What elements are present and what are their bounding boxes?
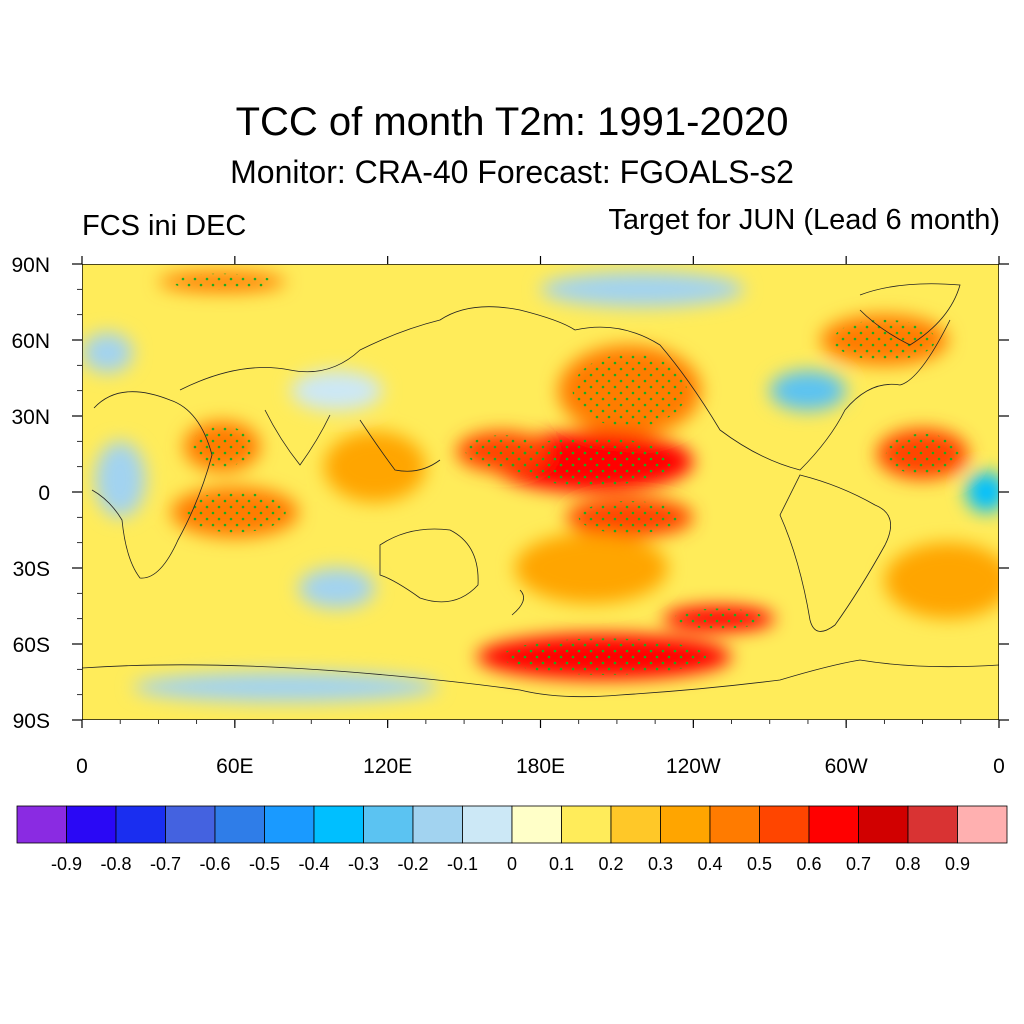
colorbar-label: -0.3 — [348, 854, 379, 874]
colorbar-label: -0.4 — [298, 854, 329, 874]
y-tick-label: 30N — [11, 406, 50, 429]
significance-stipple-west-pacific-north — [465, 435, 539, 468]
significance-stipple-eq-east-pacific — [578, 501, 681, 534]
y-tick-label: 60N — [11, 330, 50, 353]
region-east-atlantic-eq-neg — [965, 471, 999, 513]
significance-stipple-arctic-north — [171, 273, 274, 290]
colorbar-swatch — [858, 805, 909, 844]
colorbar-label: -0.9 — [51, 854, 82, 874]
colorbar-swatch — [313, 805, 364, 844]
region-asia-maritime — [323, 431, 426, 503]
coastline-africa — [91, 391, 213, 579]
x-tick-label: 120E — [363, 755, 412, 778]
colorbar-swatch — [115, 805, 166, 844]
x-tick-label: 0 — [993, 755, 1005, 778]
coastline-new-zealand — [511, 589, 524, 616]
y-tick-label: 30S — [13, 558, 50, 581]
coastlines — [82, 283, 999, 698]
significance-stipple-south-pacific-east — [673, 608, 764, 629]
significance-stipple-greenland — [833, 319, 936, 361]
colorbar-swatch — [66, 805, 117, 844]
colorbar-label: 0.9 — [945, 854, 970, 874]
significance-stipple-africa-east — [191, 426, 253, 467]
colorbar-swatch — [907, 805, 958, 844]
region-arctic-siberia-neg — [540, 271, 745, 308]
colorbar-swatch — [957, 805, 1008, 844]
region-south-pacific-mid — [515, 532, 668, 604]
significance-stipple-central-pacific-north — [509, 437, 673, 486]
x-tick-label: 60W — [825, 755, 868, 778]
coastline-south-america — [779, 474, 892, 632]
colorbar-label: 0.5 — [747, 854, 772, 874]
colorbar-swatch — [660, 805, 711, 844]
significance-stipple-north-pacific-positive — [572, 354, 687, 428]
chart-title: TCC of month T2m: 1991-2020 — [235, 100, 789, 144]
map-axes: 0 60E 120E 180E 120W 60W 0 90N 60N 30N 0 30S 60S 90S — [11, 254, 1009, 778]
region-south-indian-neg — [298, 568, 375, 609]
significance-stipple-southern-ocean-pacific — [502, 638, 707, 675]
coastline-australia — [379, 528, 479, 603]
colorbar-label: 0.3 — [648, 854, 673, 874]
colorbar-label: 0.6 — [796, 854, 821, 874]
colorbar-swatch — [610, 805, 661, 844]
target-label: Target for JUN (Lead 6 month) — [608, 204, 1000, 236]
colorbar: -0.9 -0.8 -0.7 -0.6 -0.5 -0.4 -0.3 -0.2 -0.1 0 0.1… — [16, 805, 1008, 874]
y-tick-label: 0 — [38, 482, 50, 505]
colorbar-swatch — [165, 805, 216, 844]
coastline-se-asia — [359, 419, 441, 472]
y-tick-label: 60S — [13, 634, 50, 657]
colorbar-swatch — [759, 805, 810, 844]
colorbar-label: 0.8 — [895, 854, 920, 874]
colorbar-label: -0.5 — [249, 854, 280, 874]
coastline-north-america — [574, 319, 951, 471]
region-north-europe-neg — [82, 332, 133, 373]
y-tick-label: 90S — [13, 710, 50, 733]
colorbar-swatch — [16, 805, 67, 844]
x-tick-label: 0 — [76, 755, 88, 778]
colorbar-swatch — [264, 805, 315, 844]
colorbar-swatch — [561, 805, 612, 844]
colorbar-label: 0.4 — [697, 854, 722, 874]
colorbar-swatch — [462, 805, 513, 844]
colorbar-label: -0.2 — [397, 854, 428, 874]
colorbar-label: 0.2 — [598, 854, 623, 874]
chart-subtitle: Monitor: CRA-40 Forecast: FGOALS-s2 — [230, 154, 794, 190]
y-tick-label: 90N — [11, 254, 50, 277]
colorbar-swatch — [808, 805, 859, 844]
colorbar-label: -0.1 — [447, 854, 478, 874]
colorbar-label: 0.7 — [846, 854, 871, 874]
region-south-atlantic — [884, 542, 999, 619]
correlation-map — [82, 264, 999, 720]
coastline-eurasia — [179, 306, 576, 391]
colorbar-label: -0.6 — [199, 854, 230, 874]
initialization-label: FCS ini DEC — [82, 210, 247, 242]
colorbar-swatch — [214, 805, 265, 844]
coastline-india — [264, 409, 331, 466]
x-tick-label: 120W — [666, 755, 721, 778]
colorbar-swatch — [363, 805, 414, 844]
region-north-america-neg — [769, 370, 847, 411]
significance-stipple-north-atlantic — [885, 433, 960, 475]
colorbar-label: 0.1 — [549, 854, 574, 874]
significance-stipple-indian-ocean-west — [183, 492, 286, 533]
region-central-asia-neg — [290, 370, 383, 411]
coastline-greenland — [859, 283, 961, 346]
region-antarctic-indian-neg — [132, 671, 439, 703]
x-tick-label: 180E — [516, 755, 565, 778]
colorbar-label: 0 — [507, 854, 517, 874]
coastline-antarctica — [82, 659, 999, 698]
colorbar-swatch — [511, 805, 562, 844]
colorbar-swatch — [709, 805, 760, 844]
colorbar-label: -0.7 — [150, 854, 181, 874]
colorbar-label: -0.8 — [100, 854, 131, 874]
x-tick-label: 60E — [216, 755, 253, 778]
region-africa-west-eq-neg — [94, 441, 146, 518]
colorbar-swatch — [412, 805, 463, 844]
